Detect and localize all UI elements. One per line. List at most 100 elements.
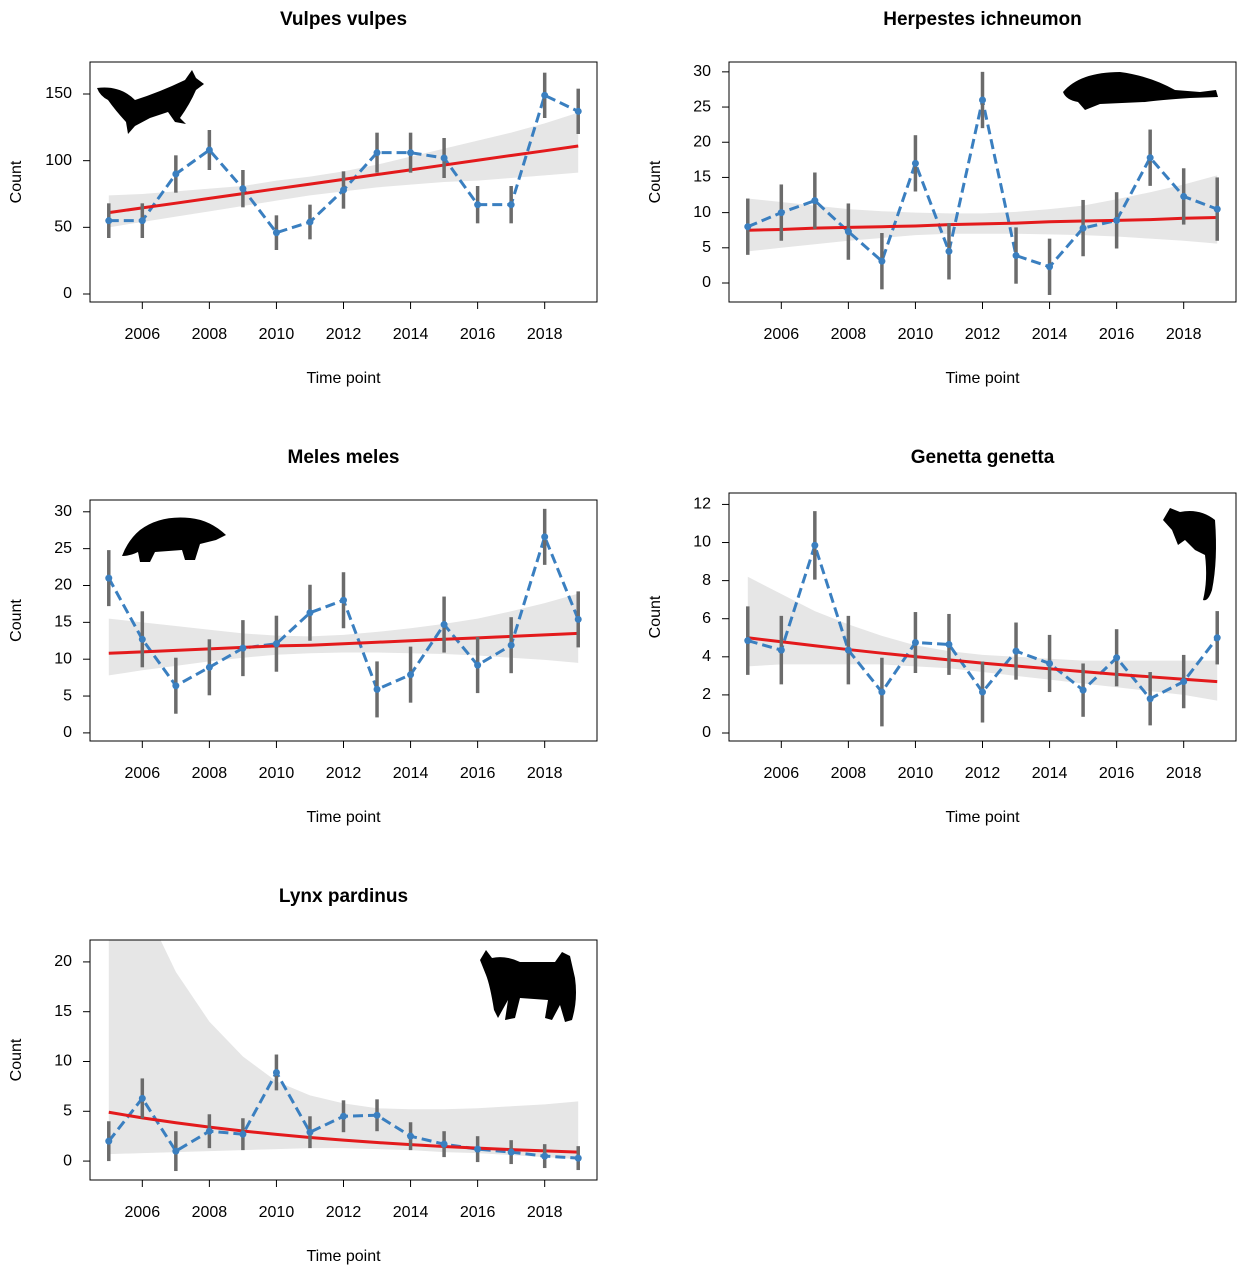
data-point (575, 616, 582, 623)
y-tick-label: 0 (63, 285, 72, 302)
x-tick-label: 2016 (460, 1204, 496, 1221)
y-tick-label: 15 (54, 614, 72, 631)
x-tick-label: 2014 (1032, 765, 1068, 782)
y-tick-label: 25 (54, 540, 72, 557)
data-point (1013, 252, 1020, 259)
data-point (1080, 687, 1087, 694)
data-point (273, 640, 280, 647)
data-point (811, 197, 818, 204)
y-tick-label: 10 (693, 204, 711, 221)
y-tick-label: 25 (693, 98, 711, 115)
x-tick-label: 2018 (1166, 765, 1202, 782)
y-tick-label: 6 (702, 610, 711, 627)
x-tick-label: 2014 (393, 765, 429, 782)
x-tick-label: 2016 (460, 765, 496, 782)
data-point (778, 647, 785, 654)
data-point (1046, 263, 1053, 270)
y-tick-label: 20 (54, 953, 72, 970)
badger-silhouette (122, 518, 226, 563)
chart-title: Lynx pardinus (279, 886, 408, 907)
x-tick-label: 2006 (764, 765, 800, 782)
data-point (912, 160, 919, 167)
chart-title: Meles meles (288, 447, 400, 468)
data-point (1180, 193, 1187, 200)
y-axis-label: Count (8, 1038, 25, 1081)
data-point (206, 1128, 213, 1135)
lynx-silhouette (480, 950, 576, 1022)
y-tick-label: 20 (54, 577, 72, 594)
data-point (374, 686, 381, 693)
data-point (407, 1133, 414, 1140)
x-tick-label: 2006 (125, 1204, 161, 1221)
data-point (1147, 695, 1154, 702)
x-axis-label: Time point (306, 1248, 381, 1265)
data-point (441, 621, 448, 628)
y-tick-label: 20 (693, 133, 711, 150)
x-tick-label: 2014 (1032, 326, 1068, 343)
data-point (878, 258, 885, 265)
data-point (407, 149, 414, 156)
data-point (811, 542, 818, 549)
data-point (845, 647, 852, 654)
data-point (306, 219, 313, 226)
y-tick-label: 0 (702, 724, 711, 741)
data-point (541, 533, 548, 540)
data-point (374, 149, 381, 156)
x-tick-label: 2006 (125, 765, 161, 782)
y-tick-label: 10 (693, 534, 711, 551)
y-tick-label: 15 (693, 169, 711, 186)
data-point (306, 609, 313, 616)
y-tick-label: 30 (54, 503, 72, 520)
data-point (441, 155, 448, 162)
data-point (541, 1153, 548, 1160)
data-point (945, 248, 952, 255)
x-tick-label: 2012 (965, 765, 1001, 782)
y-tick-label: 10 (54, 650, 72, 667)
data-point (1214, 634, 1221, 641)
x-tick-label: 2010 (259, 326, 295, 343)
y-axis-label: Count (647, 595, 664, 638)
data-point (1080, 225, 1087, 232)
x-axis-label: Time point (306, 370, 381, 387)
x-tick-label: 2012 (326, 326, 362, 343)
mongoose-silhouette (1063, 72, 1218, 110)
data-point (508, 642, 515, 649)
x-tick-label: 2018 (1166, 326, 1202, 343)
x-axis-label: Time point (306, 809, 381, 826)
data-point (1147, 154, 1154, 161)
x-tick-label: 2008 (192, 765, 228, 782)
x-tick-label: 2012 (965, 326, 1001, 343)
data-point (239, 645, 246, 652)
data-point (1113, 654, 1120, 661)
data-point (979, 97, 986, 104)
x-tick-label: 2008 (831, 326, 867, 343)
data-point (575, 108, 582, 115)
x-tick-label: 2010 (898, 765, 934, 782)
data-point (340, 187, 347, 194)
data-point (340, 1113, 347, 1120)
data-point (239, 1131, 246, 1138)
data-point (979, 689, 986, 696)
y-tick-label: 5 (63, 687, 72, 704)
x-tick-label: 2012 (326, 765, 362, 782)
y-tick-label: 5 (63, 1103, 72, 1120)
data-point (474, 662, 481, 669)
data-point (575, 1155, 582, 1162)
chart-title: Herpestes ichneumon (883, 9, 1082, 30)
x-tick-label: 2014 (393, 1204, 429, 1221)
data-point (744, 637, 751, 644)
plot-area (744, 72, 1220, 295)
data-point (139, 217, 146, 224)
genet-silhouette (1163, 508, 1216, 600)
data-point (206, 147, 213, 154)
x-tick-label: 2016 (1099, 765, 1135, 782)
data-point (206, 664, 213, 671)
y-tick-label: 30 (693, 63, 711, 80)
x-tick-label: 2018 (527, 1204, 563, 1221)
data-point (273, 1069, 280, 1076)
x-tick-label: 2014 (393, 326, 429, 343)
data-point (541, 92, 548, 99)
y-tick-label: 8 (702, 572, 711, 589)
x-tick-label: 2010 (259, 1204, 295, 1221)
data-point (172, 682, 179, 689)
